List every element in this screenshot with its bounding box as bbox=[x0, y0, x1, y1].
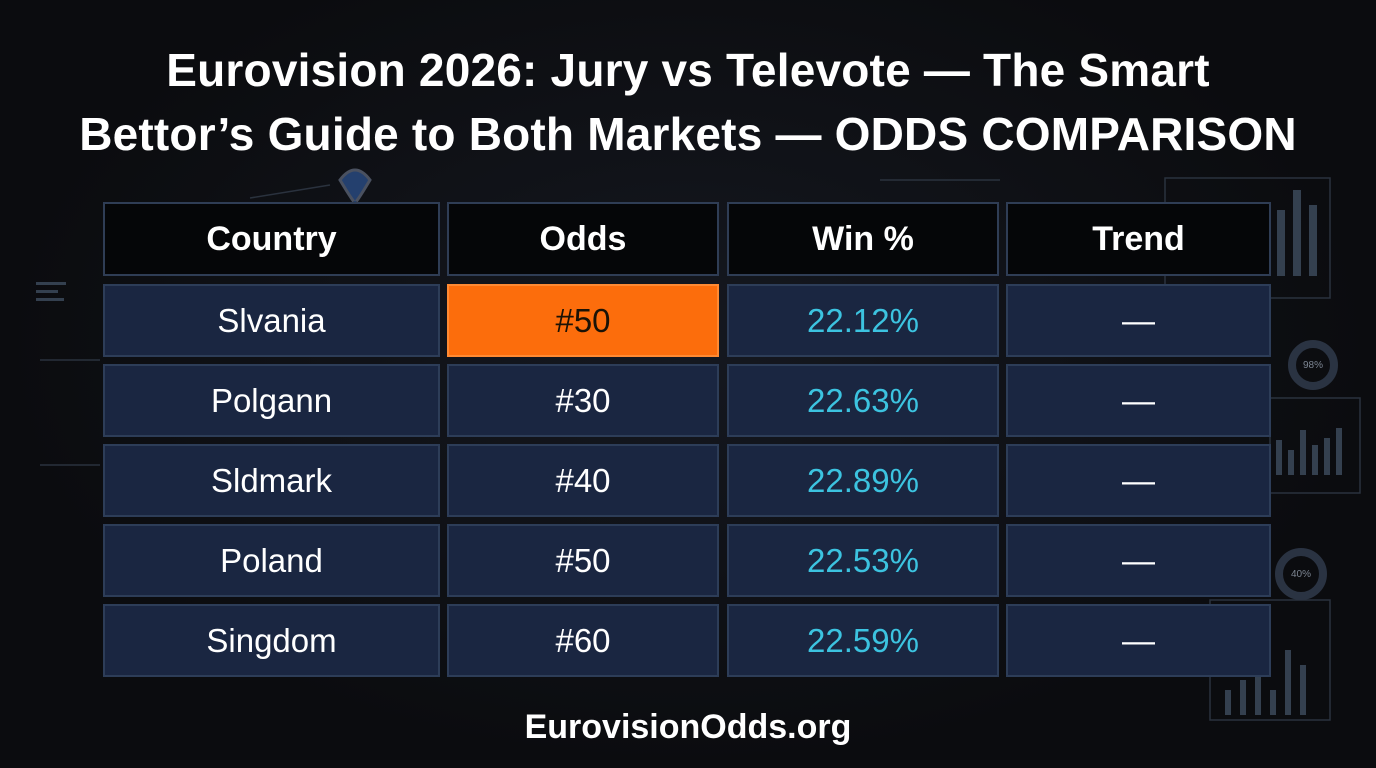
cell-win: 22.89% bbox=[727, 444, 999, 517]
cell-trend: — bbox=[1006, 364, 1271, 437]
cell-trend: — bbox=[1006, 524, 1271, 597]
cell-win: 22.12% bbox=[727, 284, 999, 357]
cell-country: Slvania bbox=[103, 284, 440, 357]
decor-ring-label: 98% bbox=[1302, 359, 1323, 371]
title-line-2: Bettor’s Guide to Both Markets — ODDS CO… bbox=[79, 108, 1297, 160]
header-win: Win % bbox=[727, 202, 999, 276]
cell-country: Singdom bbox=[103, 604, 440, 677]
header-trend: Trend bbox=[1006, 202, 1271, 276]
cell-trend: — bbox=[1006, 284, 1271, 357]
header-country: Country bbox=[103, 202, 440, 276]
cell-win: 22.59% bbox=[727, 604, 999, 677]
decor-ring-40: 40% bbox=[1275, 548, 1327, 600]
cell-win: 22.63% bbox=[727, 364, 999, 437]
header-odds: Odds bbox=[447, 202, 719, 276]
page-title: Eurovision 2026: Jury vs Televote — The … bbox=[0, 38, 1376, 166]
cell-trend: — bbox=[1006, 604, 1271, 677]
cell-odds: #50 bbox=[447, 284, 719, 357]
cell-country: Poland bbox=[103, 524, 440, 597]
cell-odds: #30 bbox=[447, 364, 719, 437]
cell-odds: #40 bbox=[447, 444, 719, 517]
cell-odds: #50 bbox=[447, 524, 719, 597]
cell-win: 22.53% bbox=[727, 524, 999, 597]
decor-ring-label: 40% bbox=[1290, 568, 1311, 580]
cell-odds: #60 bbox=[447, 604, 719, 677]
footer-site: EurovisionOdds.org bbox=[524, 708, 852, 746]
cell-trend: — bbox=[1006, 444, 1271, 517]
cell-country: Sldmark bbox=[103, 444, 440, 517]
title-line-1: Eurovision 2026: Jury vs Televote — The … bbox=[166, 44, 1210, 96]
decor-ring-98: 98% bbox=[1288, 340, 1338, 390]
cell-country: Polgann bbox=[103, 364, 440, 437]
